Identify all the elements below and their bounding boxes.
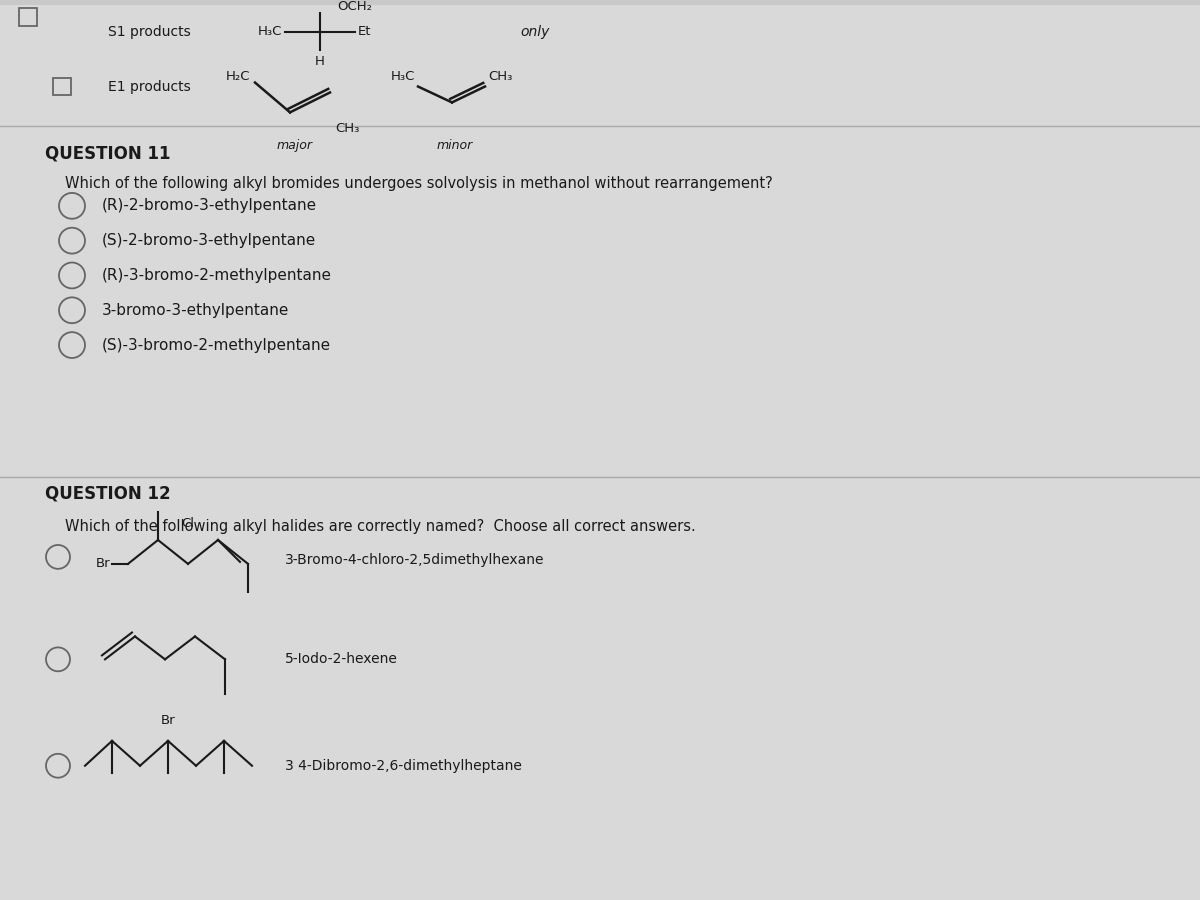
Text: Br: Br (161, 714, 175, 727)
Text: (R)-3-bromo-2-methylpentane: (R)-3-bromo-2-methylpentane (102, 268, 332, 283)
Bar (0, 126, 1200, 477)
Text: Br: Br (95, 557, 110, 571)
Text: H: H (316, 55, 325, 68)
Text: H₂C: H₂C (226, 70, 250, 83)
Text: CH₃: CH₃ (335, 122, 359, 135)
Text: CH₃: CH₃ (488, 70, 512, 83)
Bar (53, 77, 71, 95)
Text: Cl: Cl (181, 518, 194, 530)
Text: QUESTION 11: QUESTION 11 (46, 144, 170, 162)
Text: 5-Iodo-2-hexene: 5-Iodo-2-hexene (286, 652, 398, 666)
Text: H₃C: H₃C (258, 25, 282, 39)
Text: 3 4-Dibromo-2,6-dimethylheptane: 3 4-Dibromo-2,6-dimethylheptane (286, 759, 522, 773)
Text: Which of the following alkyl halides are correctly named?  Choose all correct an: Which of the following alkyl halides are… (65, 519, 696, 534)
Text: S1 products: S1 products (108, 25, 191, 39)
Text: (S)-2-bromo-3-ethylpentane: (S)-2-bromo-3-ethylpentane (102, 233, 317, 248)
Text: only: only (520, 25, 550, 39)
Text: (S)-3-bromo-2-methylpentane: (S)-3-bromo-2-methylpentane (102, 338, 331, 353)
Text: minor: minor (437, 140, 473, 152)
Bar (19, 8, 37, 26)
Text: 3-bromo-3-ethylpentane: 3-bromo-3-ethylpentane (102, 302, 289, 318)
Bar (0, 5, 1200, 126)
Text: OCH₂: OCH₂ (337, 0, 372, 14)
Bar (0, 477, 1200, 900)
Text: major: major (277, 140, 313, 152)
Text: H₃C: H₃C (391, 70, 415, 83)
Text: 3-Bromo-4-chloro-2,5dimethylhexane: 3-Bromo-4-chloro-2,5dimethylhexane (286, 553, 545, 567)
Text: (R)-2-bromo-3-ethylpentane: (R)-2-bromo-3-ethylpentane (102, 198, 317, 213)
Text: E1 products: E1 products (108, 79, 191, 94)
Text: QUESTION 12: QUESTION 12 (46, 484, 170, 502)
Text: Et: Et (358, 25, 372, 39)
Text: Which of the following alkyl bromides undergoes solvolysis in methanol without r: Which of the following alkyl bromides un… (65, 176, 773, 191)
